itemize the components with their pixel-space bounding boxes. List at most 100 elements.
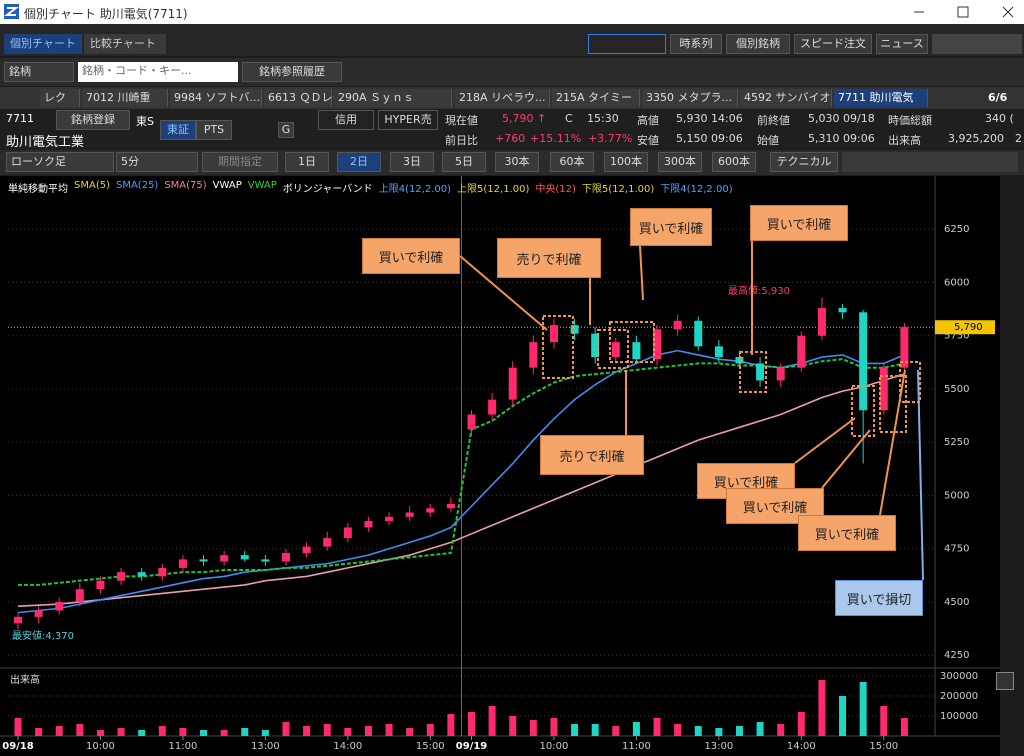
annotation: 買いで損切 — [835, 580, 923, 616]
candle-body — [281, 552, 290, 562]
quote-field: 出来高 — [888, 134, 921, 147]
stock-tab[interactable]: 7711 助川電気 — [834, 89, 928, 107]
range-button[interactable]: 3日 — [390, 152, 434, 172]
hyper[interactable]: HYPER売 — [378, 110, 438, 130]
volume-bar — [674, 724, 682, 736]
candle-body — [117, 572, 126, 581]
volume-bar — [900, 718, 908, 736]
toolbar-button[interactable]: ニュース — [876, 34, 928, 54]
volume-bar — [426, 724, 434, 736]
highlight-frame — [597, 329, 629, 369]
x-tick-label: 14:00 — [787, 741, 816, 752]
interval[interactable]: 5分 — [116, 152, 198, 172]
quote-field: 15:30 — [587, 112, 619, 125]
volume-bar — [694, 726, 702, 736]
annotation-arrow — [459, 255, 548, 331]
quote-field: 始値 — [757, 134, 779, 147]
candle-body — [178, 559, 187, 568]
quote-field: 現在値 — [445, 114, 478, 127]
stock-tab[interactable]: 215A タイミー — [552, 89, 640, 107]
candle-body — [879, 367, 888, 411]
x-tick-label: 14:00 — [333, 741, 362, 752]
y-tick-label: 5750 — [944, 331, 969, 342]
volume-bar — [406, 728, 414, 736]
volume-bar — [797, 712, 805, 736]
stock-tab[interactable]: 9984 ソフトバ... — [170, 89, 262, 107]
annotation-arrow — [794, 417, 856, 464]
toolbar-button[interactable]: 時系列 — [670, 34, 722, 54]
volume-bar — [859, 682, 867, 736]
range-button[interactable]: 300本 — [658, 152, 702, 172]
stock-tab[interactable]: レク — [40, 89, 80, 107]
range-button[interactable]: 2日 — [337, 152, 381, 172]
legend-entry: 単純移動平均 — [8, 184, 68, 195]
highlight-frame — [739, 351, 767, 393]
legend-entry: 下限5(12,1.00) — [581, 184, 655, 195]
exchange[interactable]: PTS — [196, 120, 232, 140]
range-button[interactable]: 100本 — [604, 152, 648, 172]
annotation-arrow — [821, 429, 871, 489]
volume-bar — [138, 730, 146, 736]
stock-tab[interactable]: 7012 川崎重 — [82, 89, 168, 107]
quote-field: 2 — [1015, 132, 1022, 145]
y-tick-label: 4250 — [944, 650, 969, 661]
x-tick-label: 09/18 — [2, 741, 34, 752]
tab[interactable]: 比較チャート — [84, 34, 166, 54]
range-button[interactable]: 600本 — [712, 152, 756, 172]
volume-bar — [529, 720, 537, 736]
code: 7711 — [6, 112, 34, 125]
candle-body — [343, 527, 352, 539]
stock-tab[interactable]: 290A Ｓｙｎｓ — [334, 89, 452, 107]
stock-tab[interactable]: 6613 ＱＤレーザ — [264, 89, 354, 107]
quote-field: 340 ( — [985, 112, 1014, 125]
history[interactable]: 銘柄参照履歴 — [242, 62, 342, 82]
volume-bar — [715, 728, 723, 736]
volume-bar — [303, 726, 311, 736]
last-price-label: 5,790 — [954, 322, 983, 333]
volume-bar — [571, 724, 579, 736]
x-tick-label: 10:00 — [86, 741, 115, 752]
legend-entry: VWAP — [247, 180, 277, 191]
register[interactable]: 銘柄登録 — [56, 110, 130, 130]
candle-body — [405, 512, 414, 517]
candle-body — [735, 357, 744, 364]
annotation: 売りで利確 — [540, 435, 644, 475]
volume-bar — [653, 718, 661, 736]
candle-body — [14, 616, 22, 624]
stock-tab[interactable]: 218A リベラウ... — [455, 89, 550, 107]
x-tick-label: 15:00 — [869, 741, 898, 752]
technical[interactable]: テクニカル — [770, 152, 838, 172]
period[interactable]: 期間指定 — [202, 152, 278, 172]
stock-name: 助川電気工業 — [6, 135, 85, 150]
volume-bar — [488, 706, 496, 736]
candle-body — [96, 580, 105, 590]
search-input[interactable]: 銘柄・コード・キー... — [78, 62, 238, 82]
candle-body — [756, 363, 765, 381]
credit[interactable]: 信用 — [318, 110, 374, 130]
market: 東S — [136, 115, 154, 128]
range-button[interactable]: 60本 — [550, 152, 594, 172]
candle-body — [488, 399, 497, 415]
candle-body — [694, 320, 703, 347]
tab[interactable]: 個別チャート — [4, 34, 82, 54]
window-title: 個別チャート 助川電気(7711) — [24, 7, 188, 21]
quote-field: 5,150 09:06 — [676, 132, 743, 145]
exchange[interactable]: 東証 — [160, 120, 196, 140]
toolbar-button[interactable]: スピード注文 — [794, 34, 872, 54]
stock-tab[interactable]: 4592 サンバイオ — [740, 89, 832, 107]
volume-bar — [880, 706, 888, 736]
range-button[interactable]: 5日 — [442, 152, 486, 172]
select[interactable]: 銘柄 — [4, 62, 74, 82]
quote-field: 5,790 ↑ — [502, 112, 547, 125]
quote-field: 3,925,200 — [948, 132, 1004, 145]
quote-field: 高値 — [637, 114, 659, 127]
stock-tab[interactable]: 3350 メタプラ... — [642, 89, 738, 107]
volume-bar — [509, 716, 517, 736]
annotation: 買いで利確 — [362, 238, 460, 274]
range-button[interactable]: 1日 — [285, 152, 329, 172]
y-tick-label: 6250 — [944, 224, 969, 235]
chart-type[interactable]: ローソク足 — [6, 152, 114, 172]
range-button[interactable]: 30本 — [495, 152, 539, 172]
toolbar-button[interactable]: 個別銘柄 — [726, 34, 790, 54]
